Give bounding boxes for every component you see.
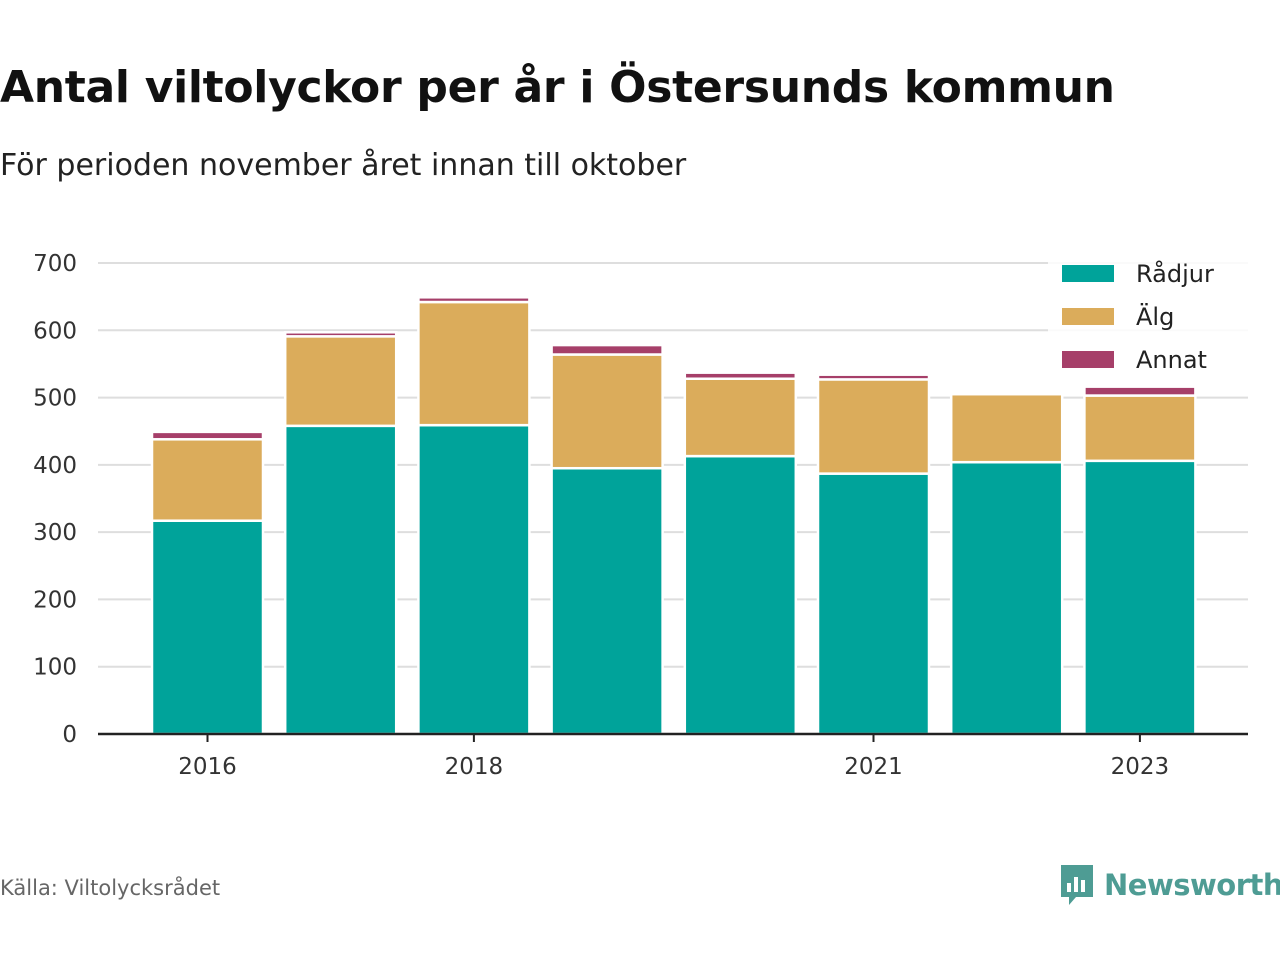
y-axis-tick-labels: 0 100 200 300 400 500 600 700 (33, 251, 77, 748)
x-tick-label: 2023 (1111, 754, 1170, 780)
bar-segment-2021-s2 (816, 373, 931, 381)
bars (150, 296, 1197, 736)
bar-segment-2021-s1 (816, 378, 931, 475)
legend-swatch (1062, 308, 1114, 325)
source-note: Källa: Viltolycksrådet (0, 876, 221, 900)
legend-label: Rådjur (1136, 259, 1214, 288)
legend-label: Älg (1136, 302, 1174, 331)
bar-segment-2017-s1 (283, 335, 398, 428)
bar-segment-2018-s1 (417, 300, 531, 427)
bar-segment-2019-s1 (550, 353, 664, 470)
bar-stack-2018 (417, 296, 531, 736)
legend-swatch (1062, 351, 1114, 368)
bar-stack-2023 (1083, 384, 1197, 736)
bar-segment-2018-s0 (417, 423, 531, 736)
bar-segment-2022-s0 (949, 460, 1064, 736)
bar-segment-2020-s0 (683, 454, 798, 736)
bar-stack-2021 (816, 373, 931, 736)
x-tick-label: 2018 (445, 754, 504, 780)
bar-segment-2022-s1 (949, 392, 1064, 464)
bar-segment-2023-s1 (1083, 394, 1197, 463)
bar-segment-2016-s0 (150, 519, 265, 736)
bar-stack-2019 (550, 343, 664, 736)
bar-stack-2022 (949, 392, 1064, 736)
bar-segment-2018-s2 (417, 296, 531, 304)
y-tick-label: 300 (33, 520, 77, 546)
bar-segment-2017-s2 (283, 331, 398, 338)
y-tick-label: 400 (33, 453, 77, 479)
bar-segment-2020-s2 (683, 371, 798, 380)
legend-label: Annat (1136, 346, 1207, 374)
legend-item-2: Annat (1062, 346, 1207, 374)
bar-segment-2017-s0 (283, 424, 398, 736)
x-tick-label: 2021 (844, 754, 903, 780)
y-tick-label: 700 (33, 251, 77, 277)
bar-segment-2016-s1 (150, 438, 265, 522)
legend-item-1: Älg (1062, 302, 1174, 331)
bar-segment-2020-s1 (683, 377, 798, 458)
chart-title: Antal viltolyckor per år i Östersunds ko… (0, 62, 1115, 113)
newsworthy-logo-icon (1061, 865, 1093, 905)
bar-segment-2019-s2 (550, 343, 664, 356)
legend-item-0: Rådjur (1062, 259, 1214, 288)
bar-stack-2020 (683, 371, 798, 736)
legend-swatch (1062, 265, 1114, 282)
y-tick-label: 500 (33, 386, 77, 412)
bar-segment-2023-s0 (1083, 459, 1197, 736)
chart-subtitle: För perioden november året innan till ok… (0, 148, 687, 183)
bar-segment-2019-s0 (550, 466, 664, 736)
bar-segment-2016-s2 (150, 430, 265, 441)
y-tick-label: 600 (33, 318, 77, 344)
legend: Rådjur Älg Annat (1048, 248, 1260, 388)
x-tick-label: 2016 (178, 754, 237, 780)
bar-segment-2021-s0 (816, 472, 931, 736)
brand-name: Newsworthy (1104, 868, 1280, 902)
y-tick-label: 100 (33, 655, 77, 681)
y-tick-label: 200 (33, 587, 77, 613)
y-tick-label: 0 (62, 722, 77, 748)
x-axis-tick-labels: 2016 2018 2021 2023 (178, 734, 1169, 780)
bar-stack-2017 (283, 331, 398, 736)
brand-logo: Newsworthy (1058, 862, 1280, 908)
bar-stack-2016 (150, 430, 265, 736)
